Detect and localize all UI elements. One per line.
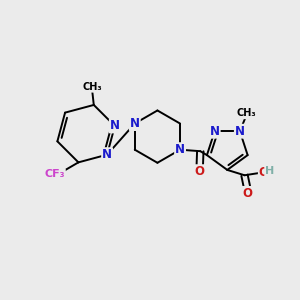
Text: N: N	[175, 143, 185, 156]
Text: CF₃: CF₃	[44, 169, 65, 179]
Text: N: N	[102, 148, 112, 161]
Text: H: H	[265, 166, 274, 176]
Text: O: O	[195, 165, 205, 178]
Text: O: O	[259, 167, 269, 179]
Text: N: N	[210, 125, 220, 138]
Text: N: N	[130, 117, 140, 130]
Text: O: O	[242, 187, 253, 200]
Text: N: N	[235, 125, 245, 138]
Text: CH₃: CH₃	[237, 108, 256, 118]
Text: N: N	[110, 119, 120, 133]
Text: CH₃: CH₃	[82, 82, 102, 92]
